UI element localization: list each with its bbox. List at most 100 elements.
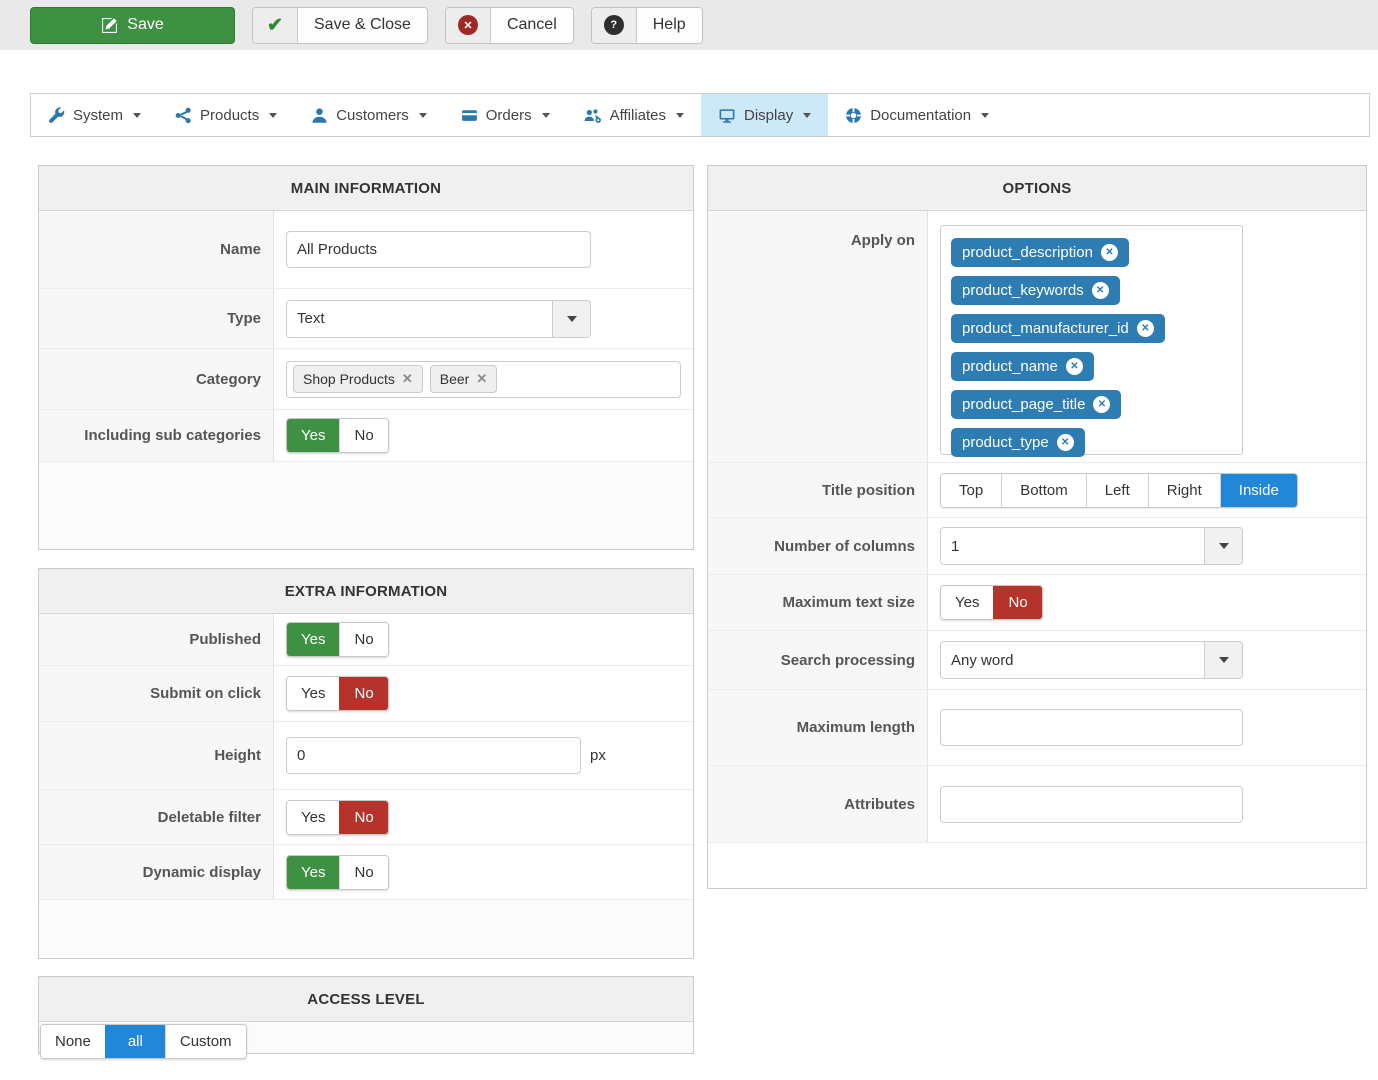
maximum-text-size-no-button[interactable]: No xyxy=(993,586,1042,619)
remove-tag-icon[interactable] xyxy=(1056,434,1074,451)
access-all-button[interactable]: all xyxy=(104,1025,165,1058)
apply-on-tag: product_description xyxy=(951,238,1129,267)
number-of-columns-label: Number of columns xyxy=(708,518,928,574)
menu-label: Display xyxy=(744,106,794,124)
published-toggle: Yes No xyxy=(286,622,389,657)
menu-item-affiliates[interactable]: Affiliates xyxy=(567,94,701,136)
save-close-button[interactable]: ✔ Save & Close xyxy=(252,6,428,44)
extra-information-panel: EXTRA INFORMATION Published Yes No Submi… xyxy=(38,568,694,959)
apply-on-list[interactable]: product_description product_keywords pro… xyxy=(940,225,1243,457)
dynamic-display-yes-button[interactable]: Yes xyxy=(287,855,340,889)
options-title: OPTIONS xyxy=(708,166,1366,211)
apply-on-tag-label: product_type xyxy=(962,434,1049,451)
check-icon: ✔ xyxy=(253,7,298,43)
menu-item-customers[interactable]: Customers xyxy=(294,94,444,136)
published-no-button[interactable]: No xyxy=(339,623,388,656)
main-information-title: MAIN INFORMATION xyxy=(39,166,693,211)
title-position-segmented-control: Top Bottom Left Right Inside xyxy=(940,472,1298,508)
number-of-columns-select[interactable]: 1 xyxy=(940,527,1243,565)
title-position-bottom-button[interactable]: Bottom xyxy=(1001,473,1086,507)
subcategories-toggle: Yes No xyxy=(286,418,389,453)
toolbar: Save ✔ Save & Close ✕ Cancel ? Help xyxy=(0,0,1378,50)
cancel-button[interactable]: ✕ Cancel xyxy=(444,6,574,44)
apply-on-row: Apply on product_description product_key… xyxy=(708,211,1366,463)
main-information-panel: MAIN INFORMATION Name Type Text Category xyxy=(38,165,694,550)
help-label: Help xyxy=(636,7,702,43)
menu-item-display[interactable]: Display xyxy=(701,94,829,136)
subcategories-yes-button[interactable]: Yes xyxy=(287,419,340,452)
menu-label: Products xyxy=(200,106,260,124)
category-row: Category Shop Products Beer xyxy=(39,349,693,410)
menu-item-documentation[interactable]: Documentation xyxy=(828,94,1006,136)
title-position-left-button[interactable]: Left xyxy=(1085,473,1148,507)
access-level-title: ACCESS LEVEL xyxy=(39,977,693,1022)
maximum-length-input[interactable] xyxy=(940,709,1243,746)
access-level-body: None all Custom xyxy=(39,1022,693,1059)
apply-on-tag-label: product_keywords xyxy=(962,282,1084,299)
save-button[interactable]: Save xyxy=(30,6,235,44)
search-processing-value: Any word xyxy=(951,651,1014,669)
attributes-input[interactable] xyxy=(940,785,1243,823)
remove-tag-icon[interactable] xyxy=(476,371,487,387)
height-input[interactable] xyxy=(286,737,581,774)
apply-on-tag-label: product_manufacturer_id xyxy=(962,320,1129,337)
number-of-columns-value: 1 xyxy=(951,537,960,555)
type-row: Type Text xyxy=(39,289,693,349)
access-custom-button[interactable]: Custom xyxy=(164,1025,246,1058)
subcategories-no-button[interactable]: No xyxy=(339,419,388,452)
title-position-label: Title position xyxy=(708,463,928,517)
submit-on-click-no-button[interactable]: No xyxy=(339,677,388,710)
title-position-right-button[interactable]: Right xyxy=(1147,473,1220,507)
search-processing-arrow-button[interactable] xyxy=(1204,642,1242,678)
deletable-filter-yes-button[interactable]: Yes xyxy=(287,800,340,834)
height-unit-label: px xyxy=(590,747,606,764)
apply-on-tag: product_manufacturer_id xyxy=(951,314,1165,343)
search-processing-select[interactable]: Any word xyxy=(940,641,1243,679)
deletable-filter-no-button[interactable]: No xyxy=(339,800,388,834)
title-position-top-button[interactable]: Top xyxy=(941,473,1002,507)
question-circle-icon: ? xyxy=(591,7,637,43)
category-tag: Beer xyxy=(429,365,498,393)
extra-information-title: EXTRA INFORMATION xyxy=(39,569,693,614)
type-select-arrow-button[interactable] xyxy=(552,300,590,337)
apply-on-tag-label: product_page_title xyxy=(962,396,1086,413)
type-select[interactable]: Text xyxy=(286,299,591,338)
category-tag-input[interactable]: Shop Products Beer xyxy=(286,360,681,398)
chevron-down-icon xyxy=(418,112,427,118)
save-button-label: Save xyxy=(127,16,164,33)
help-button[interactable]: ? Help xyxy=(590,6,703,44)
remove-tag-icon[interactable] xyxy=(1091,282,1109,299)
dynamic-display-row: Dynamic display Yes No xyxy=(39,845,693,900)
name-input[interactable] xyxy=(286,231,591,268)
remove-tag-icon[interactable] xyxy=(402,371,413,387)
name-label: Name xyxy=(39,211,274,288)
submit-on-click-toggle: Yes No xyxy=(286,676,389,711)
number-of-columns-arrow-button[interactable] xyxy=(1204,528,1242,564)
remove-tag-icon[interactable] xyxy=(1065,358,1083,375)
menu-item-system[interactable]: System xyxy=(31,94,158,136)
submit-on-click-yes-button[interactable]: Yes xyxy=(287,677,340,710)
dynamic-display-no-button[interactable]: No xyxy=(339,855,388,889)
remove-tag-icon[interactable] xyxy=(1093,396,1111,413)
remove-tag-icon[interactable] xyxy=(1136,320,1154,337)
right-column: OPTIONS Apply on product_description pro… xyxy=(707,165,1367,889)
menu-item-orders[interactable]: Orders xyxy=(444,94,567,136)
remove-tag-icon[interactable] xyxy=(1100,244,1118,261)
main-menu: System Products Customers Orders Affilia… xyxy=(30,93,1370,137)
maximum-text-size-row: Maximum text size Yes No xyxy=(708,575,1366,631)
apply-on-tag: product_keywords xyxy=(951,276,1120,305)
title-position-inside-button[interactable]: Inside xyxy=(1219,473,1297,507)
chevron-down-icon xyxy=(981,112,990,118)
menu-item-products[interactable]: Products xyxy=(158,94,294,136)
access-level-toggle: None all Custom xyxy=(40,1024,247,1059)
chevron-down-icon xyxy=(1218,657,1229,663)
panel-filler xyxy=(39,462,693,549)
edit-icon xyxy=(102,17,118,33)
maximum-length-row: Maximum length xyxy=(708,690,1366,766)
access-none-button[interactable]: None xyxy=(41,1025,105,1058)
name-row: Name xyxy=(39,211,693,289)
dynamic-display-label: Dynamic display xyxy=(39,845,274,899)
published-yes-button[interactable]: Yes xyxy=(287,623,340,656)
life-ring-icon xyxy=(845,107,862,123)
maximum-text-size-yes-button[interactable]: Yes xyxy=(941,586,994,619)
